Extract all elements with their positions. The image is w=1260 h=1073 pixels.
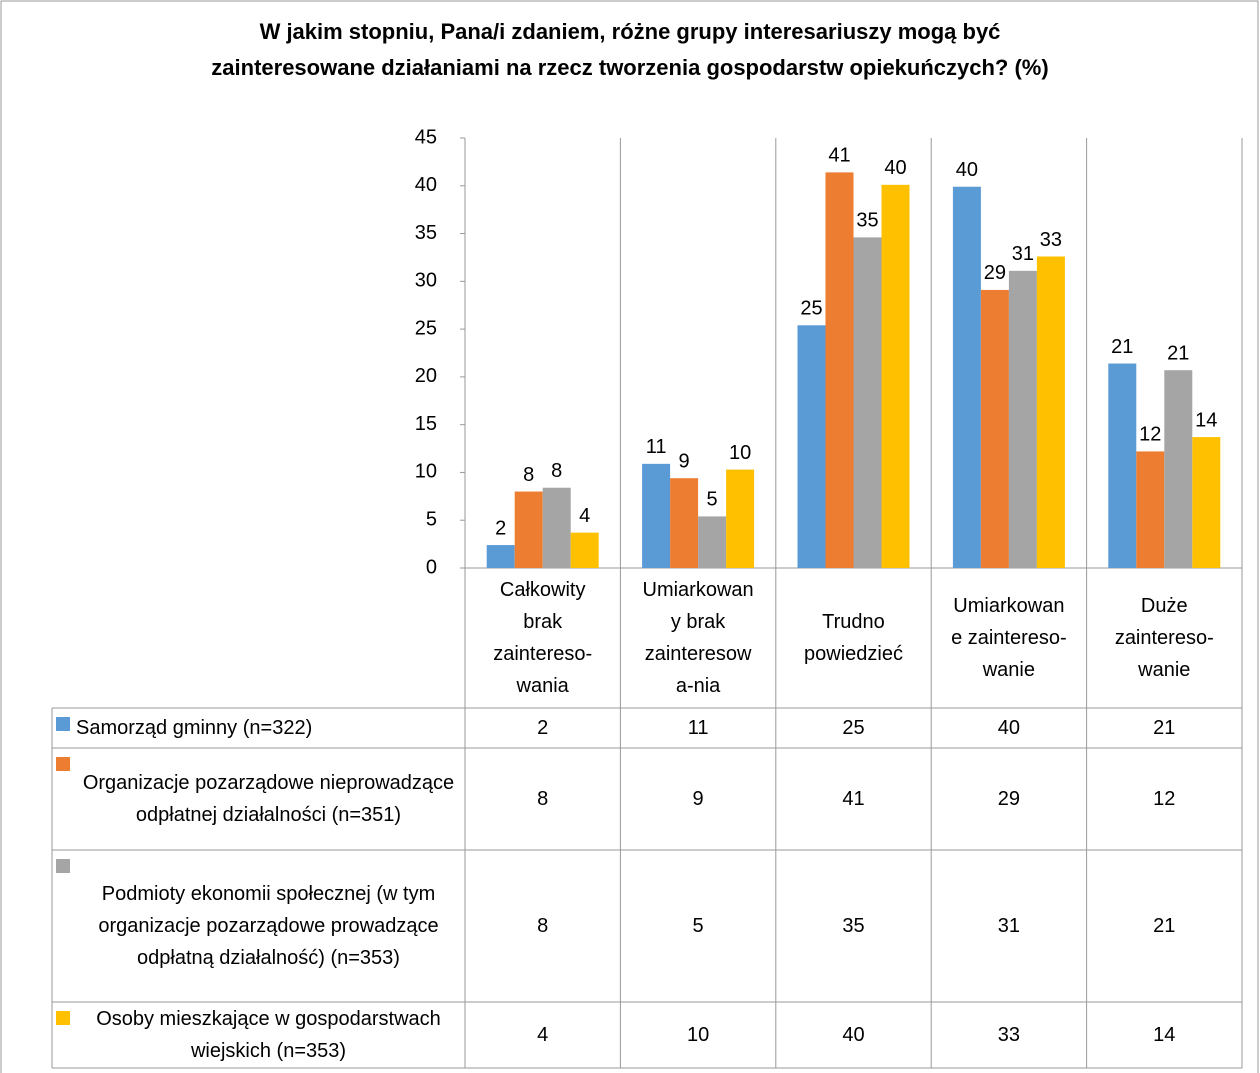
bar — [980, 289, 1009, 568]
table-cell: 8 — [537, 915, 549, 937]
legend-label: Organizacje pozarządowe nieprowadzące od… — [82, 772, 455, 826]
x-tick-label: Umiarkowan y brak zainteresow a-nia — [642, 579, 754, 697]
table-cell: 14 — [1153, 1024, 1176, 1046]
bar — [1008, 270, 1037, 568]
chart-title: W jakim stopniu, Pana/i zdaniem, różne g… — [211, 19, 1049, 80]
bar — [881, 184, 910, 569]
y-tick-label: 20 — [415, 365, 437, 387]
bar — [853, 237, 882, 568]
table-cell: 8 — [537, 788, 549, 810]
data-label: 40 — [956, 159, 978, 181]
data-label: 12 — [1139, 424, 1161, 446]
table-cell: 25 — [842, 717, 865, 739]
data-label: 35 — [856, 210, 878, 232]
bar — [726, 469, 755, 568]
y-tick-label: 40 — [415, 174, 437, 196]
bar — [642, 463, 671, 568]
bar — [1136, 451, 1165, 568]
x-tick-label: Duże zaintereso- wanie — [1114, 595, 1214, 681]
data-label: 25 — [800, 298, 822, 320]
table-cell: 9 — [692, 788, 704, 810]
table-cell: 31 — [997, 915, 1020, 937]
table-cell: 10 — [686, 1024, 710, 1046]
bar — [570, 532, 599, 568]
table-cell: 29 — [997, 788, 1020, 810]
y-tick-label: 35 — [415, 222, 437, 244]
data-label: 9 — [679, 450, 690, 472]
table-cell: 35 — [842, 915, 865, 937]
y-tick-label: 5 — [426, 509, 437, 531]
bar — [825, 172, 854, 568]
legend-swatch — [56, 859, 70, 873]
data-label: 40 — [884, 157, 906, 179]
legend-entry: Osoby mieszkające w gospodarstwach wiejs… — [56, 1002, 461, 1068]
legend-label: Samorząd gminny (n=322) — [76, 717, 313, 739]
bar — [486, 545, 515, 568]
bar — [1164, 370, 1193, 568]
data-label: 2 — [495, 517, 506, 539]
data-label: 10 — [729, 442, 751, 464]
bar — [1192, 437, 1221, 568]
y-tick-label: 15 — [415, 413, 437, 435]
table-cell: 5 — [692, 915, 704, 937]
table-cell: 4 — [537, 1024, 549, 1046]
legend-swatch — [56, 757, 70, 771]
data-label: 29 — [984, 262, 1006, 284]
legend-label: Podmioty ekonomii społecznej (w tym orga… — [98, 883, 439, 969]
bar — [1036, 256, 1065, 568]
y-tick-label: 25 — [415, 317, 437, 339]
data-label: 33 — [1040, 229, 1062, 251]
data-label: 14 — [1195, 409, 1217, 431]
legend-swatch — [56, 1011, 70, 1025]
table-cell: 40 — [842, 1024, 865, 1046]
data-label: 21 — [1167, 342, 1189, 364]
bar — [514, 491, 543, 568]
y-tick-label: 30 — [415, 270, 437, 292]
table-cell: 12 — [1153, 788, 1176, 810]
y-tick-label: 10 — [415, 461, 437, 483]
table-cell: 40 — [997, 717, 1020, 739]
data-label: 5 — [707, 489, 718, 511]
data-label: 8 — [551, 460, 562, 482]
y-tick-label: 45 — [415, 126, 437, 148]
data-label: 4 — [579, 505, 590, 527]
bar — [542, 487, 571, 568]
data-label: 41 — [828, 145, 850, 167]
x-tick-label: Trudno powiedzieć — [804, 611, 903, 665]
data-label: 21 — [1111, 336, 1133, 358]
legend-entry: Samorząd gminny (n=322) — [56, 708, 461, 748]
table-cell: 41 — [842, 788, 865, 810]
table-cell: 11 — [687, 717, 709, 739]
table-cell: 21 — [1153, 717, 1176, 739]
table-cell: 33 — [997, 1024, 1020, 1046]
legend-entry: Podmioty ekonomii społecznej (w tym orga… — [56, 850, 461, 1002]
data-label: 11 — [646, 436, 667, 458]
legend-swatch — [56, 717, 70, 731]
legend-entry: Organizacje pozarządowe nieprowadzące od… — [56, 748, 461, 850]
y-tick-label: 0 — [426, 556, 437, 578]
bar — [698, 516, 727, 568]
table-cell: 2 — [537, 717, 549, 739]
data-label: 8 — [523, 464, 534, 486]
bar — [670, 478, 699, 568]
x-tick-label: Umiarkowan e zaintereso- wanie — [951, 595, 1067, 681]
table-cell: 21 — [1153, 915, 1176, 937]
bar — [952, 186, 981, 568]
legend-label: Osoby mieszkające w gospodarstwach wiejs… — [96, 1008, 441, 1062]
x-tick-label: Całkowity brak zaintereso- wania — [493, 579, 593, 697]
bar — [797, 325, 826, 568]
data-label: 31 — [1012, 243, 1034, 265]
bar — [1108, 363, 1137, 568]
